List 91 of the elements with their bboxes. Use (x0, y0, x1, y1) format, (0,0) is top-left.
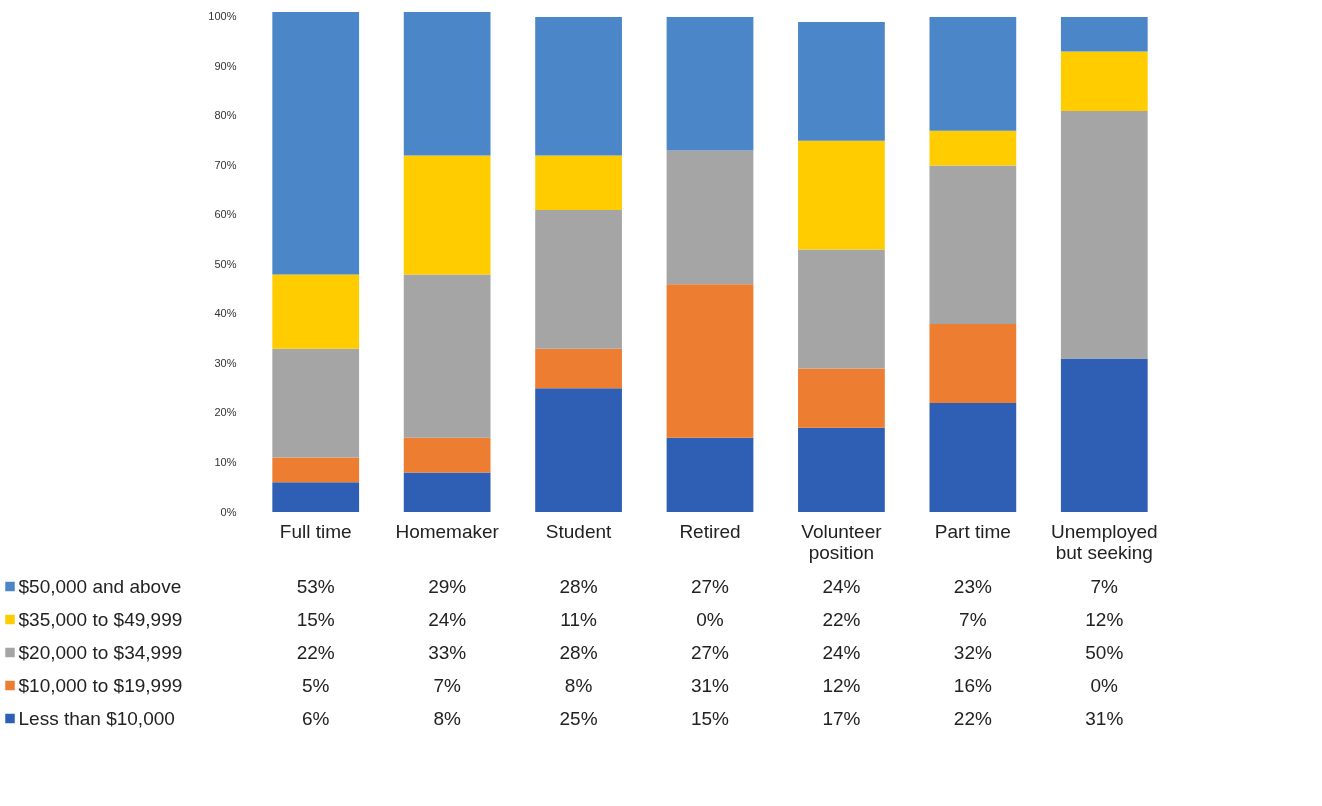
data-label: 8% (564, 674, 593, 696)
bar (929, 130, 1017, 166)
data-label: 27% (690, 641, 730, 663)
data-label: 11% (560, 608, 597, 630)
bar (272, 12, 360, 275)
bar (403, 274, 491, 438)
bar (929, 16, 1017, 131)
bar (535, 155, 622, 211)
bar (798, 140, 885, 250)
bar (1060, 358, 1148, 512)
x-tick-label: Retired (679, 520, 741, 542)
x-tick-label: Student (545, 520, 613, 542)
data-label: 32% (953, 641, 992, 663)
data-label: 27% (690, 575, 730, 597)
y-tick-label: 40% (214, 307, 237, 320)
bar (403, 12, 491, 156)
bar (535, 16, 622, 156)
y-tick-label: 50% (214, 257, 237, 270)
data-label: 28% (559, 575, 598, 597)
data-label: 7% (433, 674, 461, 696)
data-label: 50% (1085, 641, 1124, 663)
bar (666, 150, 754, 285)
y-tick-label: 10% (214, 456, 237, 468)
legend-label: Less than $10,000 (18, 708, 175, 729)
bar (535, 210, 622, 349)
data-label: 24% (822, 575, 861, 597)
data-label: 31% (1085, 707, 1124, 729)
data-label: 5% (301, 674, 330, 696)
data-label: 0% (696, 608, 724, 630)
x-tick-label: Part time (934, 520, 1011, 542)
bar (798, 368, 885, 428)
bar (403, 472, 491, 512)
x-tick-label: Full time (279, 520, 352, 542)
data-label: 29% (428, 575, 467, 597)
data-label: 22% (296, 641, 335, 663)
bar (272, 482, 360, 512)
bar (1060, 16, 1148, 52)
bar (403, 437, 491, 473)
y-tick-label: 80% (214, 109, 237, 122)
y-tick-label: 0% (220, 505, 237, 518)
bar (666, 437, 754, 512)
bar (798, 21, 885, 141)
data-label: 17% (822, 707, 861, 729)
data-label: 7% (1090, 575, 1119, 597)
data-label: 33% (428, 641, 467, 663)
y-tick-label: 20% (214, 406, 237, 419)
bar (272, 274, 360, 349)
bar (1060, 111, 1148, 359)
data-label: 12% (822, 674, 861, 696)
bar (666, 284, 754, 438)
data-label: 31% (690, 674, 730, 696)
bar (666, 16, 754, 151)
data-label: 24% (428, 608, 467, 630)
bar (403, 155, 491, 275)
data-label: 7% (959, 608, 987, 630)
data-label: 53% (296, 575, 335, 597)
data-label: 6% (301, 707, 330, 729)
x-tick-label: Homemaker (395, 520, 500, 542)
data-label: 15% (690, 707, 730, 729)
bar (929, 165, 1017, 324)
bar (798, 427, 885, 512)
bar (535, 388, 622, 512)
data-label: 24% (822, 641, 861, 663)
data-label: 22% (822, 608, 861, 630)
data-label: 15% (296, 608, 335, 630)
y-tick-label: 90% (214, 59, 237, 72)
data-label: 28% (559, 641, 598, 663)
bar (929, 403, 1017, 512)
data-label: 22% (953, 707, 992, 729)
data-label: 16% (953, 674, 992, 696)
y-tick-label: 100% (208, 10, 237, 23)
data-label: 12% (1085, 608, 1124, 630)
bar (272, 348, 360, 458)
legend-label: $50,000 and above (18, 576, 182, 597)
legend-label: $20,000 to $34,999 (18, 642, 183, 663)
x-tick-label: Volunteer position (801, 520, 883, 563)
bar (272, 457, 360, 483)
y-tick-label: 70% (214, 158, 237, 171)
data-label: 8% (433, 707, 461, 729)
x-tick-label: Unemployed but seeking (1050, 520, 1158, 563)
bar (798, 249, 885, 369)
legend-label: $10,000 to $19,999 (18, 675, 183, 696)
bar (1060, 51, 1148, 112)
y-tick-label: 30% (214, 356, 237, 369)
y-tick-label: 60% (214, 208, 237, 221)
bar (535, 348, 622, 389)
bar (929, 323, 1017, 404)
data-label: 23% (953, 575, 992, 597)
legend-label: $35,000 to $49,999 (18, 609, 183, 630)
data-label: 0% (1090, 674, 1119, 696)
data-label: 25% (559, 707, 598, 729)
